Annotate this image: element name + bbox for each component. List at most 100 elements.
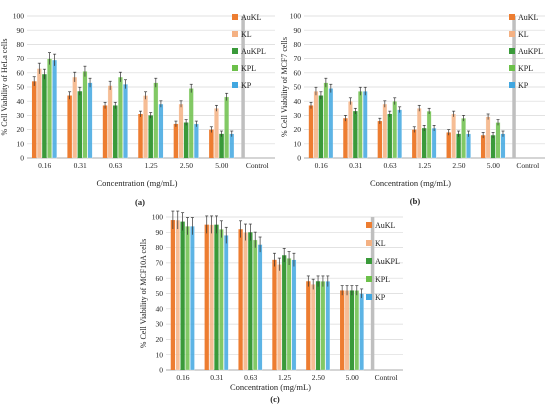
bar-kpl-2	[252, 239, 258, 371]
x-tick-label: 5.00	[487, 161, 500, 170]
legend-label-kpl: KPL	[375, 275, 390, 284]
bar-kp-0	[328, 88, 334, 159]
bar-aukpl-3	[422, 128, 427, 158]
bar-kpl-4	[188, 88, 194, 159]
bar-aukl-2	[102, 105, 108, 158]
bar-aukl-5	[340, 290, 345, 370]
x-tick-label: 0.16	[315, 161, 328, 170]
bar-kpl-0	[185, 226, 190, 371]
legend-label-kpl: KPL	[518, 64, 533, 73]
x-tick-label: 2.50	[180, 161, 193, 170]
bar-kp-1	[223, 235, 229, 371]
y-tick-label: 90	[294, 26, 302, 35]
y-tick-label: 70	[17, 54, 25, 63]
x-tick-label: 0.16	[176, 373, 189, 382]
x-tick-label: 2.50	[452, 161, 465, 170]
bar-kpl-0	[47, 58, 52, 159]
legend-label-aukl: AuKL	[241, 13, 262, 22]
bar-aukl-3	[138, 113, 143, 158]
x-tick-label: 1.25	[144, 161, 157, 170]
y-tick-label: 80	[17, 40, 25, 49]
y-tick-label: 10	[17, 139, 25, 148]
y-tick-label: 100	[13, 12, 25, 21]
legend-swatch-aukpl	[366, 258, 372, 264]
x-tick-label: 2.50	[312, 373, 325, 382]
legend-swatch-aukpl	[232, 48, 238, 54]
y-tick-label: 60	[294, 68, 302, 77]
legend-label-aukpl: AuKPL	[241, 47, 266, 56]
y-tick-label: 10	[294, 139, 302, 148]
y-tick-label: 0	[159, 366, 163, 375]
legend-swatch-aukpl	[509, 48, 515, 54]
bar-kpl-1	[357, 91, 363, 159]
y-tick-label: 40	[156, 304, 164, 313]
bar-aukl-2	[377, 121, 383, 158]
bar-kp-4	[193, 123, 199, 159]
bar-aukpl-1	[214, 224, 219, 370]
bar-kp-3	[158, 103, 164, 159]
bar-aukl-0	[308, 105, 314, 158]
legend-swatch-kpl	[509, 65, 515, 71]
bar-kp-4	[466, 133, 471, 159]
bar-aukpl-1	[77, 91, 83, 158]
bar-kl-3	[416, 108, 422, 159]
panel-label: (a)	[135, 197, 145, 207]
legend-label-aukl: AuKL	[375, 221, 396, 230]
bar-kp-4	[325, 281, 331, 371]
bar-control	[241, 16, 245, 158]
y-tick-label: 100	[152, 213, 164, 222]
bar-kl-0	[36, 68, 42, 159]
bar-kpl-4	[461, 118, 466, 159]
chart-panel-b: 0 10 20 30 40 50 60 70 80 90 100 0.16 0.31 0.63 1.25 2.…	[280, 12, 545, 206]
y-tick-label: 30	[156, 320, 164, 329]
bar-aukpl-3	[148, 115, 153, 158]
bar-aukpl-2	[387, 113, 392, 158]
bar-kpl-1	[82, 71, 88, 159]
bar-aukl-4	[306, 281, 311, 370]
x-tick-label: 1.25	[278, 373, 291, 382]
bar-aukpl-2	[248, 232, 253, 370]
bar-kp-0	[52, 59, 58, 159]
bar-aukpl-4	[456, 133, 461, 158]
y-tick-label: 60	[17, 68, 25, 77]
bar-kp-5	[229, 133, 235, 159]
bar-kpl-3	[426, 110, 432, 159]
bar-kpl-2	[392, 101, 398, 159]
bar-kpl-2	[117, 76, 123, 159]
bar-aukpl-3	[282, 255, 287, 370]
bar-kp-3	[291, 259, 297, 371]
bar-kl-1	[348, 101, 353, 159]
legend-swatch-kp	[232, 82, 238, 88]
y-tick-label: 100	[290, 12, 302, 21]
x-tick-label: Control	[516, 161, 539, 170]
y-tick-label: 30	[17, 111, 25, 120]
x-tick-label: 0.31	[74, 161, 87, 170]
bar-kpl-4	[320, 281, 326, 371]
x-tick-label: 0.63	[109, 161, 122, 170]
legend-swatch-aukl	[232, 14, 238, 20]
legend-swatch-kl	[366, 240, 372, 246]
x-tick-label: 0.63	[384, 161, 397, 170]
legend-label-kpl: KPL	[241, 64, 256, 73]
legend-swatch-aukl	[366, 222, 372, 228]
bar-aukl-1	[204, 224, 209, 370]
panel-label: (c)	[270, 394, 280, 404]
bar-kpl-3	[286, 258, 292, 371]
bar-kl-2	[382, 103, 388, 159]
y-tick-label: 50	[17, 83, 25, 92]
y-tick-label: 50	[156, 289, 164, 298]
legend-swatch-kp	[509, 82, 515, 88]
bar-kl-0	[175, 219, 181, 371]
y-tick-label: 90	[17, 26, 25, 35]
panel-label: (b)	[410, 196, 421, 206]
legend-label-kl: KL	[241, 30, 252, 39]
bar-aukpl-1	[353, 111, 358, 158]
bar-aukl-2	[238, 229, 243, 370]
bar-kp-5	[359, 293, 364, 371]
bar-kp-2	[257, 244, 263, 371]
y-tick-label: 90	[156, 228, 164, 237]
bar-kp-3	[431, 128, 437, 159]
bar-kl-1	[72, 76, 78, 159]
legend-label-kp: KP	[241, 81, 252, 90]
